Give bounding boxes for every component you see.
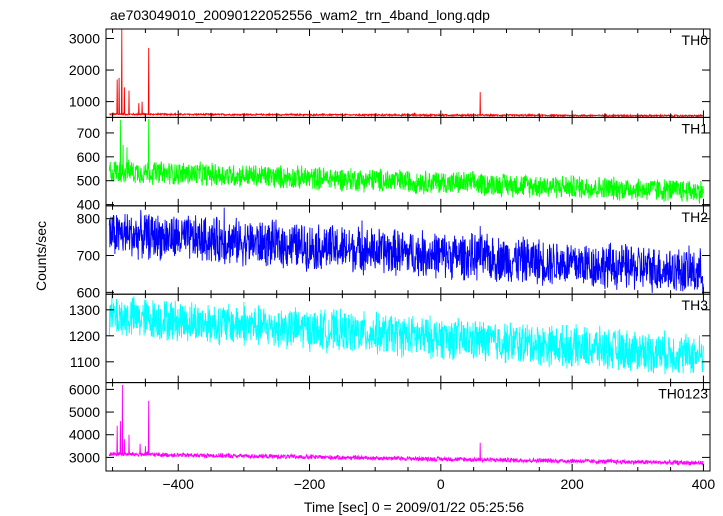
y-tick-label-th0: 1000 (69, 94, 100, 110)
series-line-th2 (108, 207, 704, 295)
y-tick-label-th1: 600 (77, 149, 101, 165)
panel-label-th0123: TH0123 (658, 386, 708, 402)
chart-title: ae703049010_20090122052556_wam2_trn_4ban… (110, 7, 490, 23)
y-axis-label: Counts/sec (33, 221, 49, 291)
y-tick-label-th0123: 6000 (69, 381, 100, 397)
y-tick-label-th1: 400 (77, 197, 101, 213)
x-tick-label: −400 (162, 476, 194, 492)
panel-label-th0: TH0 (682, 32, 709, 48)
panels-group: TH0100020003000TH1400500600700TH26007008… (69, 28, 716, 492)
y-tick-label-th0123: 5000 (69, 404, 100, 420)
x-tick-label: 200 (560, 476, 584, 492)
y-tick-label-th1: 700 (77, 125, 101, 141)
series-line-th0123 (108, 384, 704, 467)
x-tick-label: 0 (437, 476, 445, 492)
y-tick-label-th2: 800 (77, 211, 101, 227)
y-tick-label-th0: 2000 (69, 62, 100, 78)
y-tick-label-th3: 1300 (69, 302, 100, 318)
panel-label-th1: TH1 (682, 120, 709, 136)
y-tick-label-th3: 1200 (69, 328, 100, 344)
x-tick-label: 400 (692, 476, 716, 492)
y-tick-label-th0123: 4000 (69, 427, 100, 443)
y-tick-label-th1: 500 (77, 173, 101, 189)
x-tick-label: −200 (294, 476, 326, 492)
panel-label-th2: TH2 (682, 209, 709, 225)
y-tick-label-th2: 600 (77, 284, 101, 300)
series-line-th1 (108, 119, 704, 204)
y-tick-label-th0123: 3000 (69, 449, 100, 465)
y-tick-label-th0: 3000 (69, 30, 100, 46)
series-line-th0 (109, 29, 704, 118)
series-line-th3 (108, 295, 704, 375)
panel-label-th3: TH3 (682, 297, 709, 313)
x-axis-label: Time [sec] 0 = 2009/01/22 05:25:56 (304, 499, 524, 515)
y-tick-label-th3: 1100 (70, 354, 100, 370)
y-tick-label-th2: 700 (77, 248, 101, 264)
panel-frame-th0 (105, 28, 711, 118)
